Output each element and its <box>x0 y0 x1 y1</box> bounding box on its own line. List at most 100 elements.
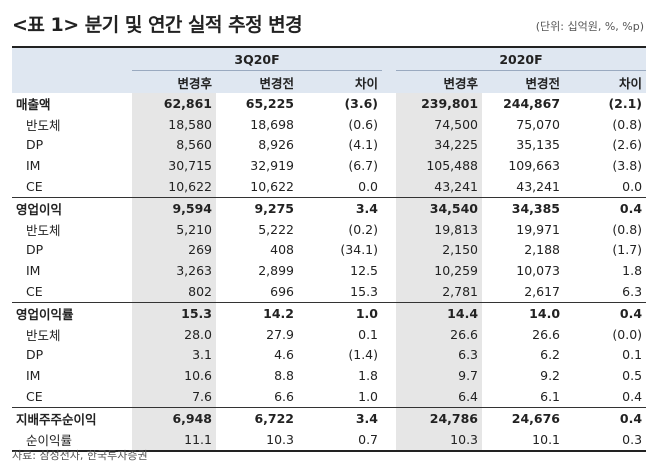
table-cell: 43,241 <box>516 179 561 195</box>
table-cell: 10,259 <box>396 260 483 282</box>
table-cell: 5,210 <box>132 218 216 240</box>
table-row: DP 269 408 (34.1) 2,150 2,188 (1.7) <box>12 239 646 261</box>
table-cell: 3.4 <box>298 196 383 219</box>
table-cell: (1.4) <box>348 347 379 363</box>
table-cell: 62,861 <box>132 93 216 114</box>
table-cell: (3.6) <box>344 95 379 111</box>
table-row: 매출액 62,861 65,225 (3.6) 239,801 244,867 (2.1) <box>12 93 646 114</box>
table-cell: 75,070 <box>516 116 561 132</box>
row-label: 순이익률 <box>12 428 132 452</box>
row-label: 반도체 <box>26 222 61 238</box>
table-row: DP 8,560 8,926 (4.1) 34,225 35,135 (2.6) <box>12 134 646 156</box>
table-cell: 6,722 <box>216 406 298 429</box>
table-cell: 10.3 <box>216 428 298 452</box>
table-cell: 65,225 <box>245 95 294 111</box>
table-cell: 7.6 <box>132 386 216 408</box>
table-cell: 6.1 <box>540 389 561 405</box>
table-cell: 1.0 <box>298 301 383 324</box>
table-cell: 0.4 <box>564 196 647 219</box>
table-cell: 32,919 <box>250 158 294 174</box>
table-cell: 9.7 <box>396 365 483 387</box>
table-cell: 8.8 <box>274 368 294 384</box>
table-cell: 35,135 <box>516 137 561 153</box>
table-cell: 26.6 <box>396 323 483 345</box>
unit-note: (단위: 십억원, %, %p) <box>535 20 644 33</box>
row-label: IM <box>26 368 41 384</box>
row-label: 지배주주순이익 <box>12 406 132 429</box>
table-row: DP 3.1 4.6 (1.4) 6.3 6.2 0.1 <box>12 344 646 366</box>
row-label: 반도체 <box>26 117 61 133</box>
table-cell: 9.2 <box>540 368 561 384</box>
table-cell: 30,715 <box>132 155 216 177</box>
table-row: 지배주주순이익 6,948 6,722 3.4 24,786 24,676 0.4 <box>12 406 647 429</box>
table-cell: 3.4 <box>298 406 383 429</box>
table-cell: 74,500 <box>396 113 483 135</box>
table-cell: 15.3 <box>132 301 216 324</box>
table-cell: 244,867 <box>503 95 561 111</box>
row-label: DP <box>26 137 44 153</box>
table-cell: (1.7) <box>612 242 643 258</box>
table-cell: 4.6 <box>274 347 294 363</box>
table-cell: 12.5 <box>350 263 379 279</box>
table-cell: 10.1 <box>482 428 565 452</box>
table-cell: 24,786 <box>396 406 483 429</box>
column-header: 변경전 <box>525 75 561 91</box>
table-cell: 34,225 <box>396 134 483 156</box>
table-cell: 0.0 <box>622 179 643 195</box>
table-cell: (34.1) <box>340 242 379 258</box>
earnings-estimate-table: 3Q20F 2020F 변경후 변경전 차이 변경후 변경전 차이 매출액 62,8… <box>12 46 647 452</box>
table-cell: (3.8) <box>612 158 643 174</box>
table-cell: 0.4 <box>622 389 643 405</box>
group-header: 3Q20F <box>132 46 383 71</box>
table-cell: 0.0 <box>358 179 379 195</box>
table-cell: 0.3 <box>564 428 647 452</box>
table-cell: 19,813 <box>396 218 483 240</box>
table-cell: 26.6 <box>532 326 561 342</box>
column-header: 차이 <box>355 75 379 91</box>
table-cell: 6,948 <box>132 406 216 429</box>
table-cell: 0.4 <box>564 406 647 429</box>
table-cell: 18,580 <box>132 113 216 135</box>
row-label: 매출액 <box>16 96 51 112</box>
table-cell: 15.3 <box>350 284 379 300</box>
table-cell: (4.1) <box>348 137 379 153</box>
table-cell: 24,676 <box>482 406 565 429</box>
table-cell: 6.6 <box>274 389 294 405</box>
table-cell: (2.1) <box>608 95 643 111</box>
table-cell: (0.8) <box>612 221 643 237</box>
table-cell: 11.1 <box>132 428 216 452</box>
column-header: 차이 <box>619 75 643 91</box>
table-title: <표 1> 분기 및 연간 실적 추정 변경 <box>12 14 303 36</box>
row-label: IM <box>26 158 41 174</box>
table-cell: 6.3 <box>396 344 483 366</box>
table-row: IM 3,263 2,899 12.5 10,259 10,073 1.8 <box>12 260 646 282</box>
table-cell: 28.0 <box>132 323 216 345</box>
table-cell: 14.2 <box>216 301 298 324</box>
table-cell: 2,617 <box>524 284 561 300</box>
row-label: CE <box>26 179 43 195</box>
table-cell: 43,241 <box>396 176 483 198</box>
table-row: 반도체 18,580 18,698 (0.6) 74,500 75,070 (0.8) <box>12 113 646 135</box>
table-cell: 10,073 <box>516 263 561 279</box>
table-cell: 9,275 <box>216 196 298 219</box>
table-cell: 10.3 <box>396 428 483 452</box>
table-row: 영업이익 9,594 9,275 3.4 34,540 34,385 0.4 <box>12 196 647 219</box>
table-cell: 2,781 <box>396 281 483 303</box>
table-cell: 10,622 <box>132 176 216 198</box>
table-cell: 27.9 <box>266 326 294 342</box>
table-cell: 8,560 <box>132 134 216 156</box>
table-cell: 2,188 <box>524 242 561 258</box>
table-cell: 1.8 <box>358 368 379 384</box>
group-header: 2020F <box>396 46 647 71</box>
table-cell: 3.1 <box>132 344 216 366</box>
table-row: 순이익률 11.1 10.3 0.7 10.3 10.1 0.3 <box>12 428 647 452</box>
table-cell: (0.6) <box>348 116 379 132</box>
table-cell: 9,594 <box>132 196 216 219</box>
row-label: DP <box>26 242 44 258</box>
table-row: 반도체 5,210 5,222 (0.2) 19,813 19,971 (0.8) <box>12 218 646 240</box>
table-row: IM 10.6 8.8 1.8 9.7 9.2 0.5 <box>12 365 646 387</box>
table-cell: 696 <box>270 284 294 300</box>
column-header: 변경후 <box>443 75 479 91</box>
table-cell: 5,222 <box>258 221 294 237</box>
